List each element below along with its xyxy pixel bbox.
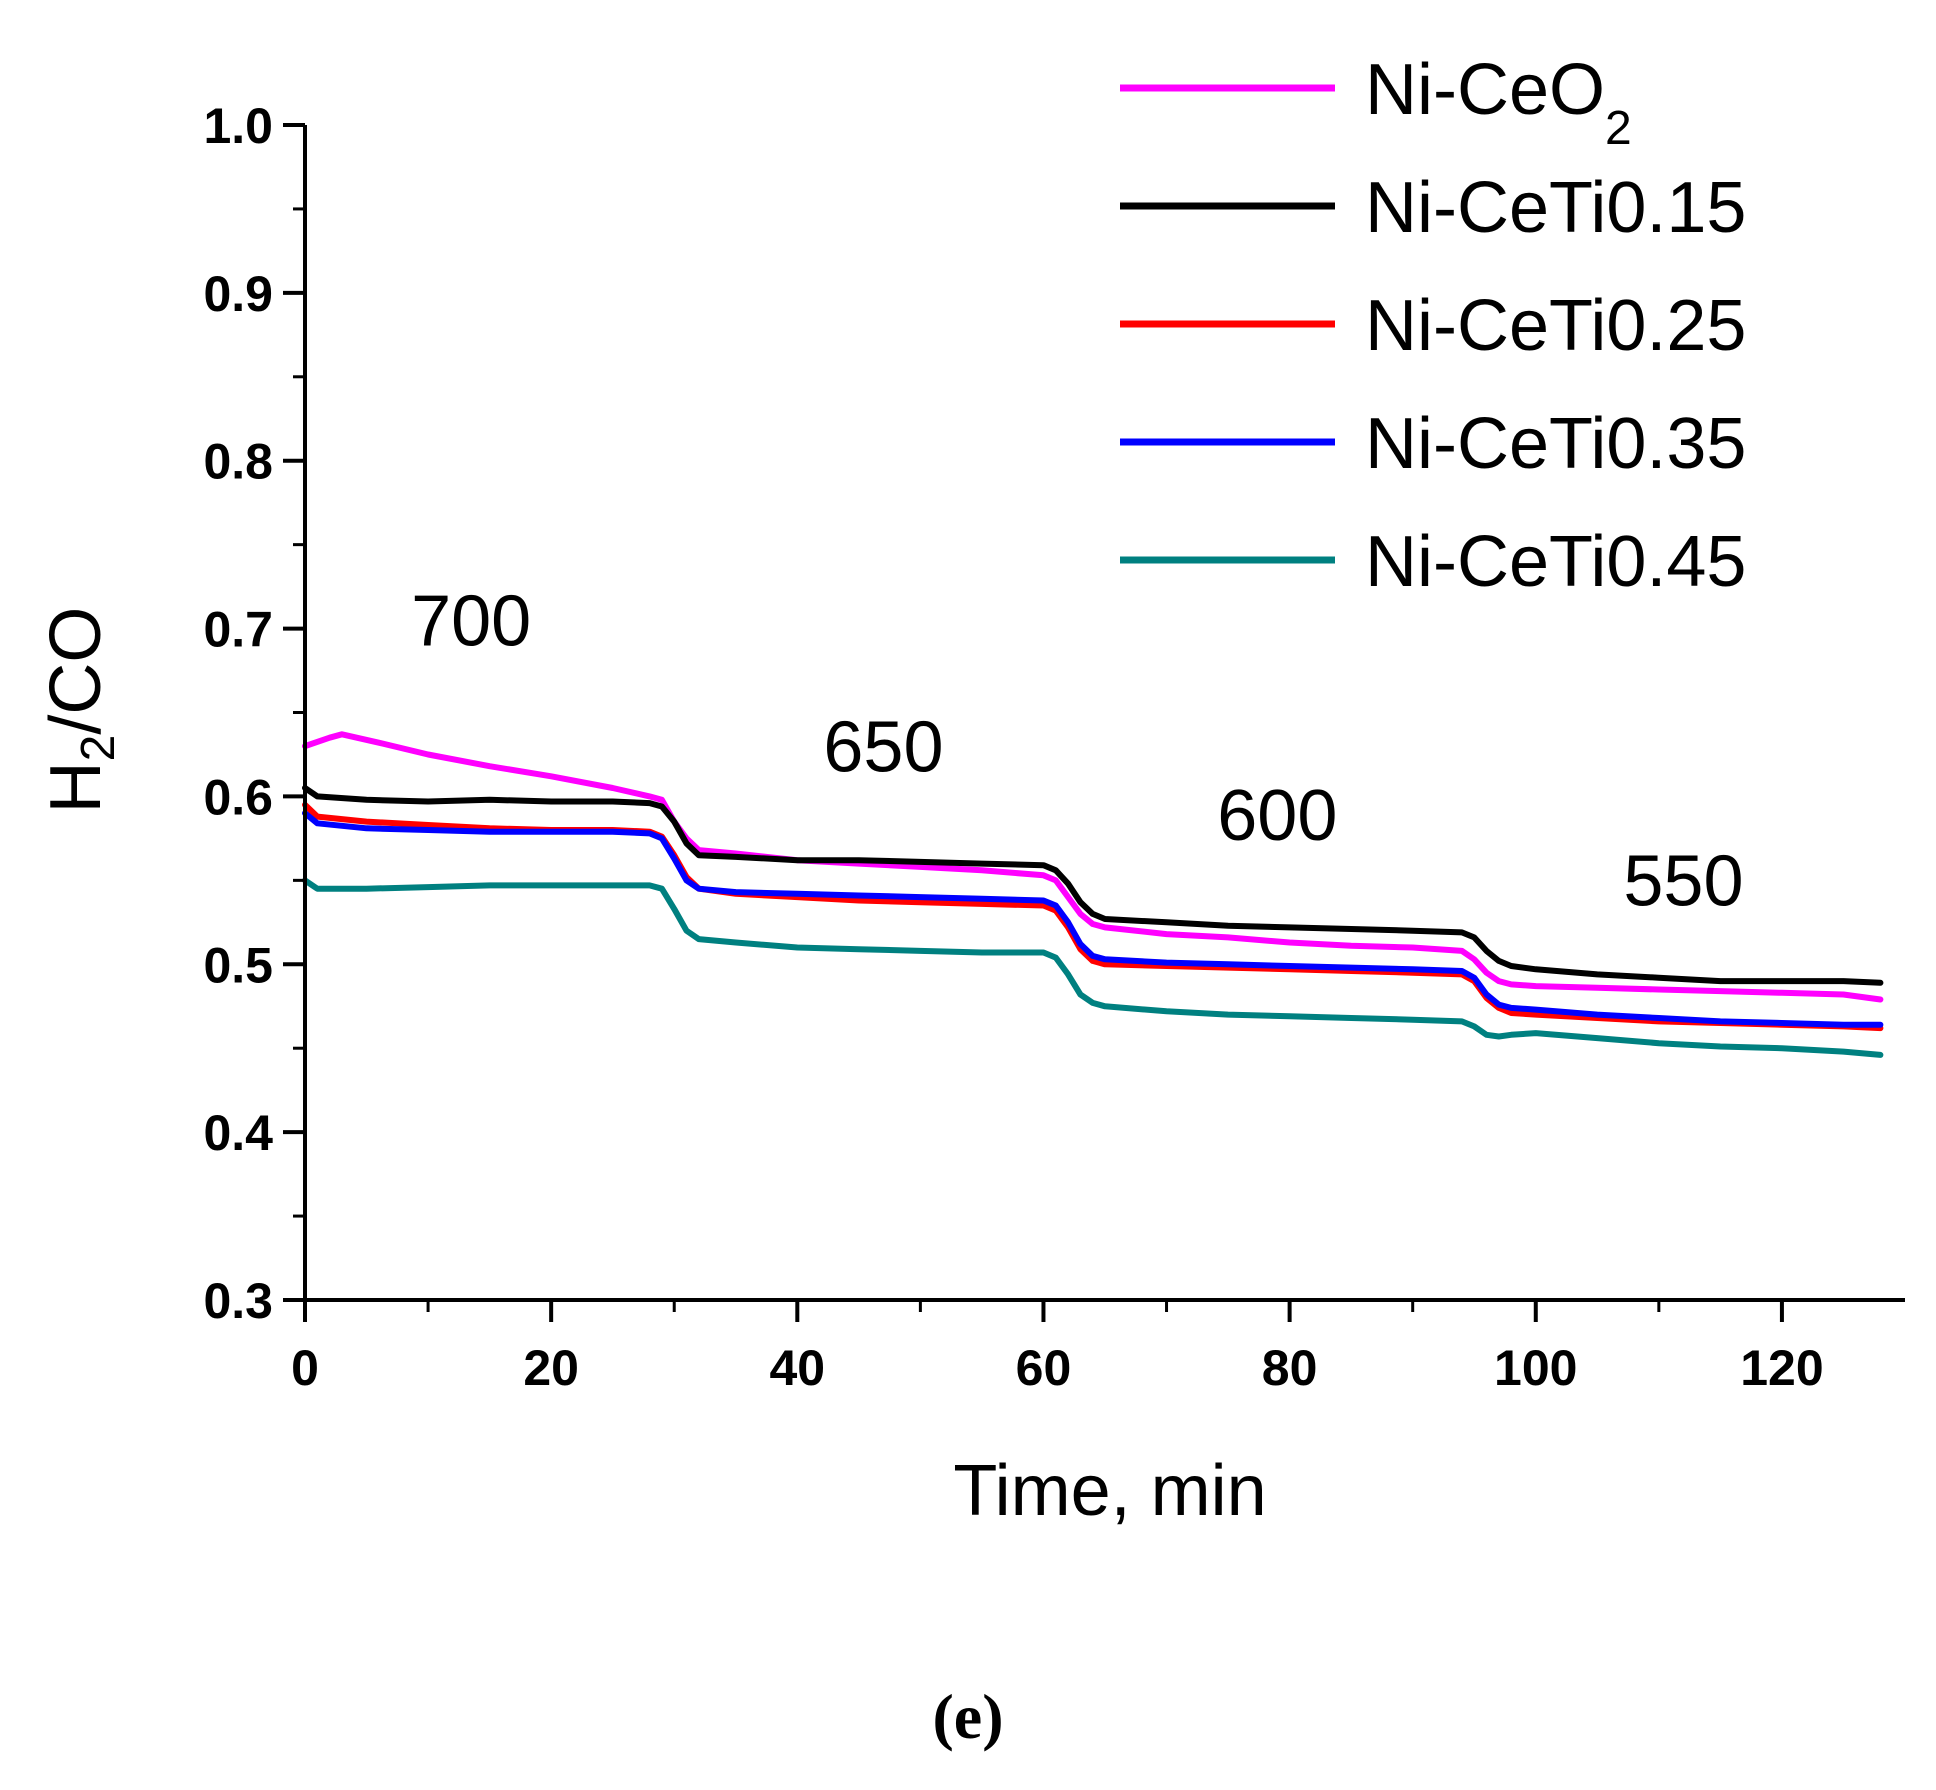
legend-label-sub-0: 2 (1605, 102, 1632, 155)
y-tick-label-2: 0.5 (203, 937, 273, 993)
y-axis-title-text: H2/CO (36, 607, 125, 814)
panel-label: (e) (932, 1681, 1003, 1752)
series-line-1 (302, 785, 1884, 986)
legend-label-2: Ni-CeTi0.25 (1365, 286, 1746, 366)
legend-label-4: Ni-CeTi0.45 (1365, 522, 1746, 602)
series-line-4 (302, 877, 1884, 1058)
y-tick-label-5: 0.8 (203, 434, 273, 490)
legend-label-main-3: Ni-CeTi0.35 (1365, 404, 1746, 484)
y-tick-label-0: 0.3 (203, 1273, 273, 1329)
x-axis-title: Time, min (953, 1451, 1266, 1531)
series-line-3 (302, 810, 1884, 1028)
y-axis-title: H2/CO (36, 607, 125, 814)
axes: 0 20 40 60 80 100 120 0.3 0.4 0.5 0.6 0.7 0.8 0.9 1.0 (203, 98, 1905, 1396)
annotations: 700 650 600 550 (411, 581, 1743, 921)
y-axis-title-main: H (36, 761, 116, 813)
legend-label-main-4: Ni-CeTi0.45 (1365, 522, 1746, 602)
temperature-label-1: 650 (823, 707, 943, 787)
legend-label-main-1: Ni-CeTi0.15 (1365, 168, 1746, 248)
x-tick-label-3: 60 (1016, 1340, 1072, 1396)
series-line-0 (302, 731, 1884, 1003)
legend-label-0: Ni-CeO2 (1365, 50, 1632, 155)
legend-label-1: Ni-CeTi0.15 (1365, 168, 1746, 248)
y-axis-title-rest: /CO (36, 607, 116, 735)
series-layer (302, 731, 1884, 1058)
x-tick-label-6: 120 (1740, 1340, 1823, 1396)
x-tick-label-1: 20 (523, 1340, 579, 1396)
x-tick-label-4: 80 (1262, 1340, 1318, 1396)
x-tick-label-5: 100 (1494, 1340, 1577, 1396)
y-tick-label-1: 0.4 (203, 1105, 273, 1161)
y-tick-label-6: 0.9 (203, 266, 273, 322)
x-tick-label-2: 40 (769, 1340, 825, 1396)
y-axis-title-sub: 2 (72, 735, 125, 762)
y-tick-label-3: 0.6 (203, 769, 273, 825)
y-tick-label-7: 1.0 (203, 98, 273, 154)
y-tick-label-4: 0.7 (203, 602, 273, 658)
legend-label-3: Ni-CeTi0.35 (1365, 404, 1746, 484)
temperature-label-3: 550 (1623, 842, 1743, 922)
legend: Ni-CeO2 Ni-CeTi0.15 Ni-CeTi0.25 Ni-CeTi0.35… (1120, 50, 1746, 602)
temperature-label-2: 600 (1217, 776, 1337, 856)
temperature-label-0: 700 (411, 581, 531, 661)
x-tick-label-0: 0 (291, 1340, 319, 1396)
legend-label-main-0: Ni-CeO (1365, 50, 1605, 130)
legend-label-main-2: Ni-CeTi0.25 (1365, 286, 1746, 366)
